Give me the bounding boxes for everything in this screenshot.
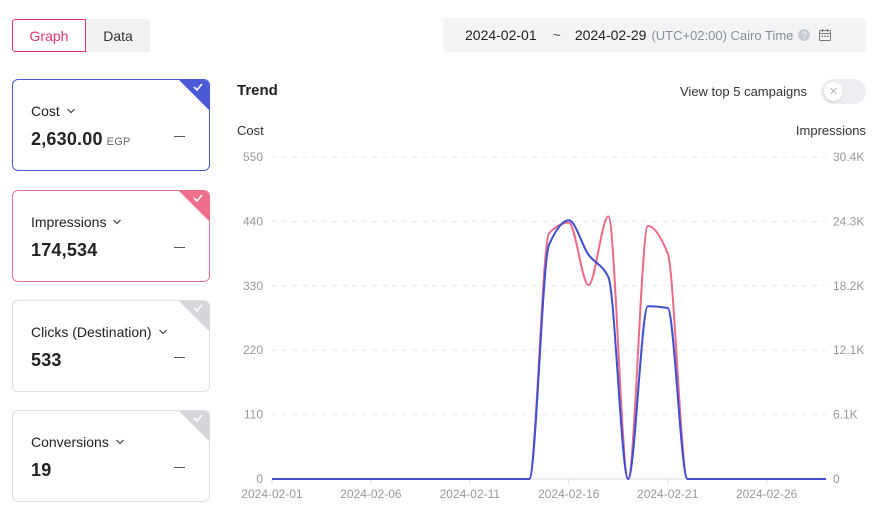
- metric-name: Conversions: [31, 434, 109, 450]
- metric-name: Clicks (Destination): [31, 324, 152, 340]
- y2-tick-label: 0: [833, 472, 840, 486]
- timezone-label: (UTC+02:00) Cairo Time: [651, 27, 794, 43]
- series-line-impressions: [271, 215, 826, 481]
- x-tick-label: 2024-02-21: [637, 487, 699, 501]
- metric-value: 174,534: [31, 240, 98, 260]
- y-tick-label: 110: [244, 408, 263, 422]
- chevron-down-icon[interactable]: [115, 437, 125, 447]
- question-icon[interactable]: ?: [798, 29, 811, 41]
- metric-value: 533: [31, 350, 62, 370]
- checkmark-icon: [179, 301, 209, 331]
- trend-dash: [174, 136, 185, 137]
- checkmark-icon: [179, 411, 209, 441]
- x-tick-label: 2024-02-06: [340, 487, 402, 501]
- metric-value: 19: [31, 460, 52, 480]
- top5-label: View top 5 campaigns: [680, 84, 807, 99]
- metric-card-clicks[interactable]: Clicks (Destination) 533: [12, 300, 210, 392]
- data-tab[interactable]: Data: [86, 19, 150, 52]
- y2-tick-label: 12.1K: [833, 343, 864, 357]
- metric-card-conversions[interactable]: Conversions 19: [12, 410, 210, 502]
- x-tick-label: 2024-02-26: [736, 487, 798, 501]
- trend-dash: [174, 247, 185, 248]
- metric-card-impressions[interactable]: Impressions 174,534: [12, 190, 210, 282]
- y-tick-label: 0: [256, 472, 263, 486]
- series-line-cost: [271, 219, 826, 481]
- y-tick-label: 330: [243, 279, 263, 293]
- y2-tick-label: 24.3K: [833, 214, 864, 228]
- metric-unit: EGP: [106, 136, 131, 148]
- metric-card-cost[interactable]: Cost 2,630.00 EGP: [12, 79, 210, 171]
- calendar-icon[interactable]: [818, 28, 832, 42]
- trend-dash: [174, 357, 185, 358]
- y2-tick-label: 6.1K: [833, 408, 858, 422]
- chevron-down-icon[interactable]: [158, 327, 168, 337]
- trend-dash: [174, 467, 185, 468]
- x-tick-label: 2024-02-11: [440, 487, 501, 501]
- top5-toggle[interactable]: ✕: [821, 79, 866, 104]
- y-tick-label: 440: [243, 214, 263, 228]
- date-separator: ~: [552, 27, 561, 43]
- y-axis-label: Cost: [237, 123, 264, 138]
- x-tick-label: 2024-02-01: [241, 487, 303, 501]
- close-icon: ✕: [824, 82, 843, 101]
- y2-tick-label: 30.4K: [833, 150, 864, 164]
- x-tick-label: 2024-02-16: [538, 487, 600, 501]
- graph-tab[interactable]: Graph: [12, 19, 86, 52]
- y-tick-label: 220: [243, 343, 263, 357]
- metric-name: Cost: [31, 103, 60, 119]
- date-range-picker[interactable]: 2024-02-01 ~ 2024-02-29 (UTC+02:00) Cair…: [443, 18, 866, 52]
- y2-tick-label: 18.2K: [833, 279, 864, 293]
- start-date: 2024-02-01: [465, 27, 537, 43]
- checkmark-icon: [179, 191, 209, 221]
- checkmark-icon: [179, 80, 209, 110]
- metric-name: Impressions: [31, 214, 107, 230]
- y-tick-label: 550: [243, 150, 263, 164]
- view-toggle: Graph Data: [12, 19, 150, 52]
- chevron-down-icon[interactable]: [66, 106, 76, 116]
- metric-value: 2,630.00: [31, 129, 103, 149]
- y2-axis-label: Impressions: [795, 123, 866, 138]
- chart-title: Trend: [237, 82, 278, 99]
- end-date: 2024-02-29: [574, 27, 647, 43]
- chevron-down-icon[interactable]: [112, 217, 122, 227]
